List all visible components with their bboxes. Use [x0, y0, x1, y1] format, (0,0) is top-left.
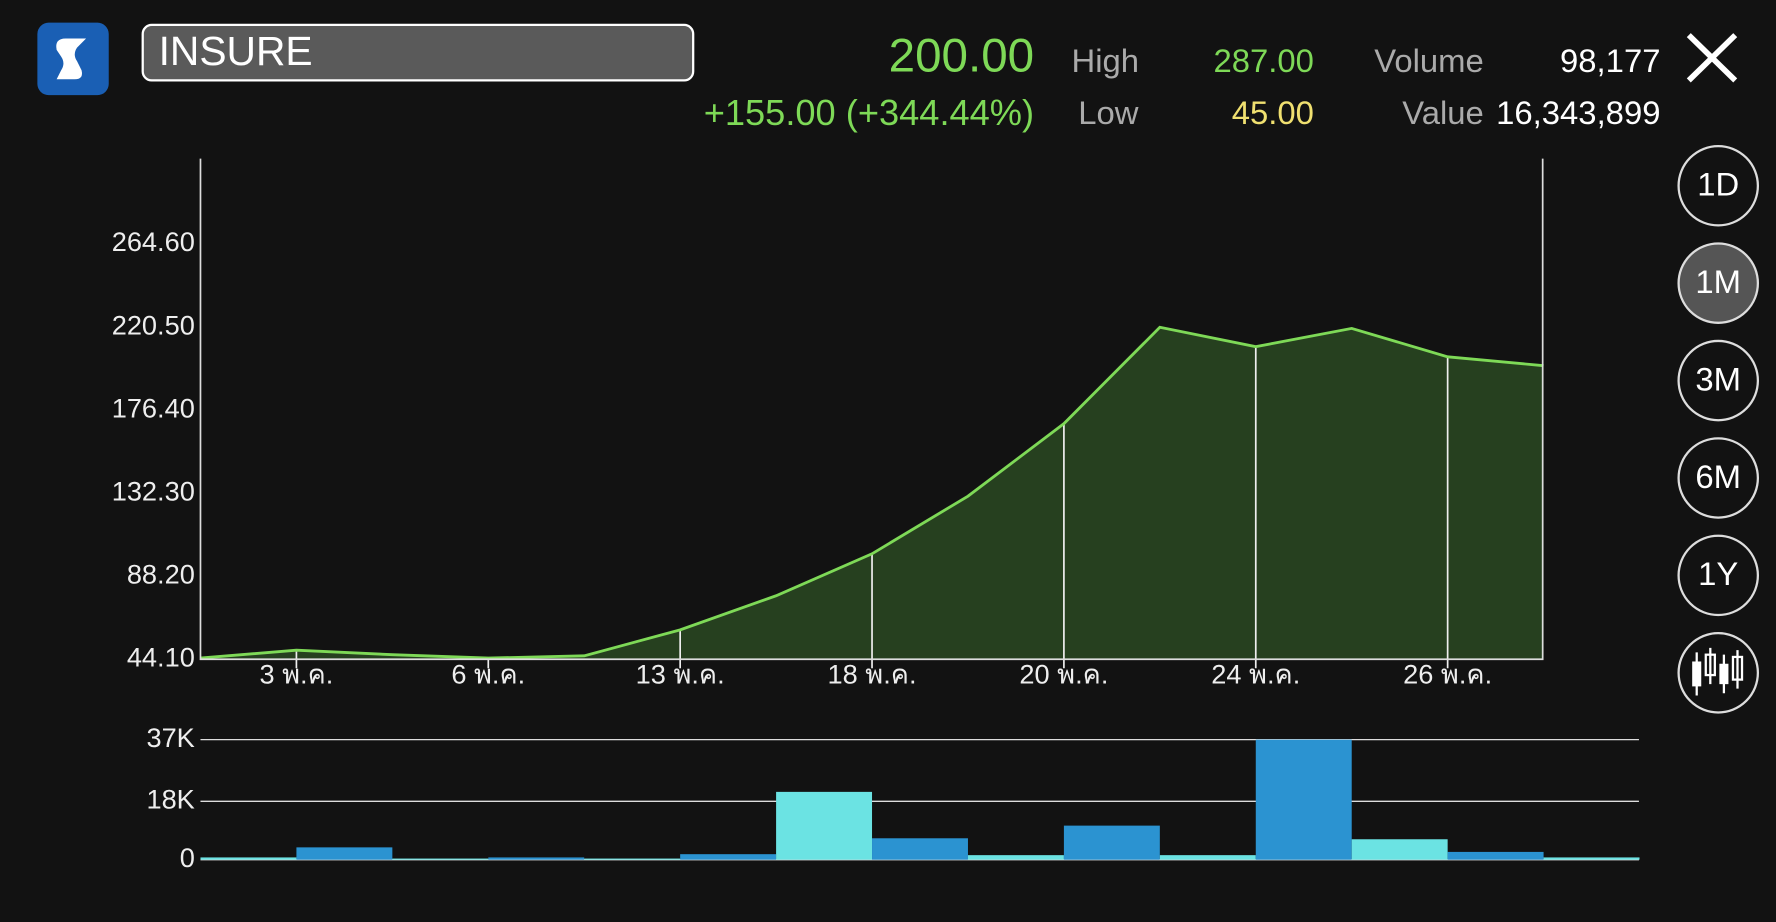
volume-bar [1351, 839, 1448, 860]
candlestick-button[interactable] [1677, 632, 1760, 714]
volume-bar [1447, 851, 1544, 860]
volume-bar [200, 857, 297, 860]
candle-body [1692, 661, 1702, 687]
high: 287.00 [1213, 42, 1313, 79]
x-tick-label: 26 พ.ค. [1403, 658, 1492, 689]
candle-body [1719, 663, 1729, 685]
y-tick-label: 44.10 [127, 641, 195, 672]
volume-bar [584, 858, 681, 860]
low: 45.00 [1232, 94, 1314, 131]
volume-bar [296, 847, 393, 860]
volume-label: Volume [1374, 42, 1484, 79]
volume-bar [967, 855, 1064, 860]
period-button[interactable]: 1D [1677, 144, 1760, 227]
volume-bar [1159, 855, 1256, 860]
period-button[interactable]: 1M [1677, 242, 1760, 324]
price-area [200, 327, 1544, 660]
symbol: INSURE [159, 28, 313, 74]
x-tick-label: 24 พ.ค. [1211, 658, 1300, 689]
y-tick-label: 132.30 [112, 475, 195, 506]
low-label: Low [1078, 94, 1139, 131]
button-ring [1677, 632, 1760, 714]
period-button[interactable]: 6M [1677, 437, 1760, 519]
x-tick-label: 13 พ.ค. [636, 658, 725, 689]
volume: 98,177 [1560, 42, 1660, 79]
high-label: High [1071, 42, 1139, 79]
button-ring [1677, 242, 1760, 324]
logo-mark [56, 38, 87, 80]
y-tick-label: 220.50 [112, 309, 195, 340]
close-button[interactable] [1686, 33, 1738, 83]
period-label: 3M [1695, 360, 1741, 397]
volume-bar [392, 858, 489, 860]
y-tick-label: 264.60 [112, 226, 195, 257]
period-button[interactable]: 1Y [1677, 534, 1760, 617]
period-label: 6M [1695, 458, 1741, 495]
x-tick-label: 6 พ.ค. [451, 658, 525, 689]
button-ring [1677, 534, 1760, 617]
period-label: 1Y [1698, 555, 1738, 592]
y-tick-label: 88.20 [127, 558, 195, 589]
volume-bar [488, 857, 585, 860]
period-label: 1M [1695, 263, 1741, 300]
y-tick-label: 0 [180, 842, 195, 873]
button-ring [1677, 339, 1760, 422]
change: +155.00 (+344.44%) [704, 92, 1034, 133]
period-button[interactable]: 3M [1677, 339, 1760, 422]
price-line [200, 325, 1544, 660]
value-label: Value [1402, 94, 1484, 131]
y-tick-label: 37K [146, 722, 194, 753]
button-ring [1677, 437, 1760, 519]
x-tick-label: 20 พ.ค. [1019, 658, 1108, 689]
volume-bar [1255, 739, 1352, 860]
volume-bar [872, 838, 968, 860]
search-box[interactable] [141, 23, 695, 82]
button-ring [1677, 144, 1760, 227]
x-tick-label: 3 พ.ค. [259, 658, 333, 689]
y-tick-label: 176.40 [112, 392, 195, 423]
volume-bar [680, 854, 777, 860]
logo[interactable] [37, 22, 109, 96]
candle-body [1704, 653, 1716, 677]
volume-bar [776, 791, 873, 860]
close-icon [1686, 33, 1738, 83]
price: 200.00 [889, 29, 1034, 82]
period-label: 1D [1697, 166, 1739, 203]
x-tick-label: 18 พ.ค. [828, 658, 917, 689]
candle-body [1731, 655, 1744, 681]
y-tick-label: 18K [146, 783, 194, 814]
volume-bar [1543, 857, 1640, 860]
volume-bar [1063, 825, 1160, 860]
value: 16,343,899 [1496, 94, 1660, 131]
axis-frame [199, 158, 1544, 661]
